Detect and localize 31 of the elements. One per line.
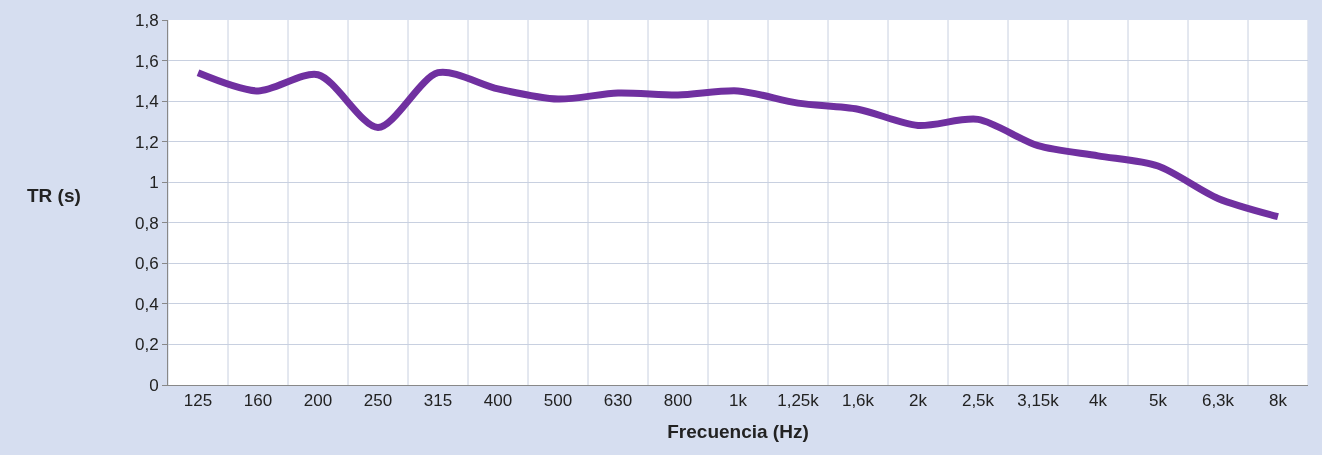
x-tick-label: 630 xyxy=(603,391,633,411)
y-axis-title: TR (s) xyxy=(27,185,81,206)
x-tick-label: 315 xyxy=(423,391,453,411)
y-tick-label: 1,4 xyxy=(134,92,159,112)
x-tick-label: 400 xyxy=(483,391,513,411)
x-tick-label: 2,5k xyxy=(961,391,995,411)
x-tick-label: 4k xyxy=(1089,391,1108,411)
y-tick-label: 0,8 xyxy=(134,213,159,233)
y-tick-label: 1 xyxy=(149,173,159,193)
x-tick-label: 500 xyxy=(543,391,573,411)
x-tick-label: 3,15k xyxy=(1017,391,1060,411)
x-axis-title: Frecuencia (Hz) xyxy=(667,421,809,443)
x-tick-label: 800 xyxy=(663,391,693,411)
x-tick-label: 250 xyxy=(363,391,393,411)
y-tick-label: 1,6 xyxy=(134,51,159,71)
x-tick-label: 1k xyxy=(729,391,748,411)
x-tick-label: 6,3k xyxy=(1201,391,1235,411)
y-tick-label: 0,4 xyxy=(134,294,159,314)
x-tick-label: 200 xyxy=(303,391,333,411)
x-tick-label: 1,25k xyxy=(777,391,820,411)
y-tick-label: 0 xyxy=(149,375,159,395)
y-tick-label: 1,8 xyxy=(134,10,159,30)
x-tick-label: 125 xyxy=(183,391,213,411)
x-tick-label: 2k xyxy=(909,391,928,411)
x-tick-label: 1,6k xyxy=(841,391,875,411)
y-tick-label: 0,2 xyxy=(134,335,159,355)
y-tick-label: 1,2 xyxy=(134,132,159,152)
y-tick-label: 0,6 xyxy=(134,254,159,274)
x-tick-label: 5k xyxy=(1149,391,1168,411)
x-tick-label: 160 xyxy=(243,391,273,411)
x-tick-label: 8k xyxy=(1269,391,1288,411)
